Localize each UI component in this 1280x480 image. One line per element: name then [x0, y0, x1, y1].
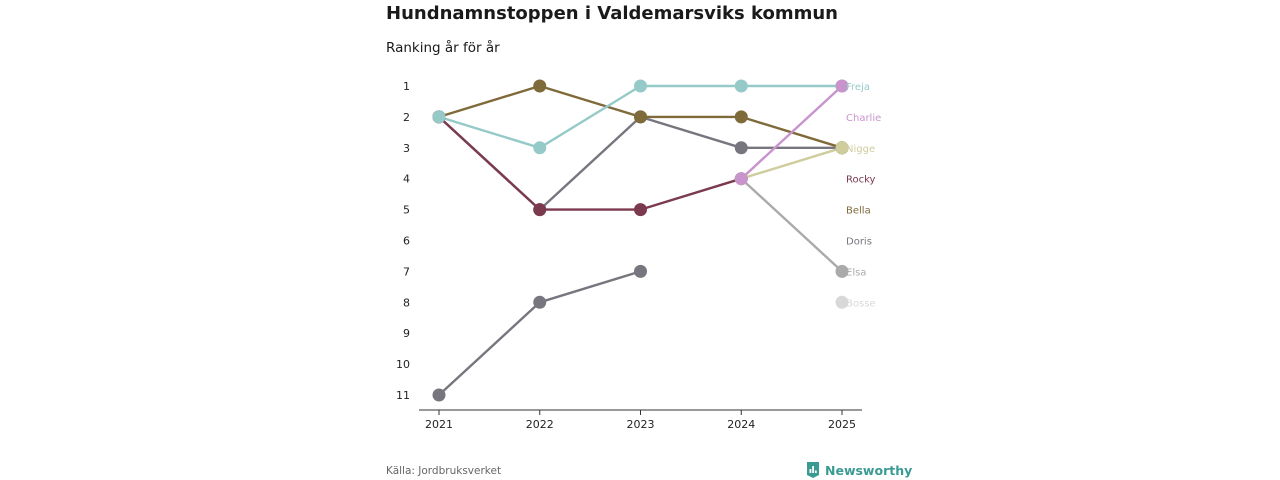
- point-freja-2023: [634, 79, 647, 93]
- brand-logo[interactable]: Newsworthy: [806, 461, 912, 479]
- point-elsa-2025: [835, 264, 849, 278]
- point-nigge-2025: [835, 141, 849, 155]
- point-bella-2022: [533, 79, 547, 93]
- y-tick-label-11: 11: [396, 389, 410, 402]
- y-tick-label-7: 7: [403, 265, 410, 278]
- point-rocky-2022: [533, 203, 547, 217]
- y-tick-label-9: 9: [403, 327, 410, 340]
- series-lines: [437, 84, 844, 397]
- series-line-rocky: [437, 115, 743, 211]
- y-tick-label-4: 4: [403, 173, 410, 186]
- point-ludde-2021: [432, 388, 446, 402]
- point-freja-2021: [432, 110, 446, 124]
- series-line-ludde: [437, 270, 642, 397]
- point-rocky-2023: [634, 203, 647, 217]
- series-line-nigge: [740, 146, 844, 180]
- series-points: [432, 79, 849, 402]
- end-label-doris: Doris: [846, 237, 872, 248]
- x-tick-label-2025: 2025: [828, 418, 856, 431]
- x-tick-label-2021: 2021: [425, 418, 453, 431]
- chart-title: Hundnamnstoppen i Valdemarsviks kommun: [386, 3, 838, 24]
- end-labels: Freja Charlie Nigge Rocky Bella Doris Elsa Boss…: [846, 82, 881, 309]
- end-label-elsa: Elsa: [846, 267, 866, 278]
- point-bella-2024: [734, 110, 748, 124]
- point-ludde-2022: [533, 295, 547, 309]
- point-bosse-2025: [835, 295, 849, 309]
- x-tick-label-2023: 2023: [627, 418, 655, 431]
- newsworthy-icon: [807, 462, 819, 478]
- y-tick-label-2: 2: [403, 111, 410, 124]
- series-line-elsa: [740, 177, 844, 273]
- point-doris-2024: [734, 141, 748, 155]
- x-tick-label-2022: 2022: [526, 418, 554, 431]
- y-tick-label-8: 8: [403, 296, 410, 309]
- point-bella-2023: [634, 110, 647, 124]
- y-tick-label-3: 3: [403, 142, 410, 155]
- point-freja-2024: [734, 79, 748, 93]
- end-label-freja: Freja: [846, 82, 870, 93]
- point-charlie-2025: [835, 79, 849, 93]
- end-label-charlie: Charlie: [846, 113, 881, 124]
- source-note: Källa: Jordbruksverket: [386, 465, 502, 477]
- y-tick-label-1: 1: [403, 80, 410, 93]
- x-tick-label-2024: 2024: [727, 418, 755, 431]
- brand-name: Newsworthy: [825, 462, 913, 478]
- end-label-bosse: Bosse: [846, 298, 876, 309]
- end-label-bella: Bella: [846, 206, 871, 217]
- y-tick-label-6: 6: [403, 235, 410, 248]
- series-line-charlie: [740, 84, 844, 180]
- chart-subtitle: Ranking år för år: [386, 40, 500, 56]
- series-line-doris: [437, 115, 844, 211]
- point-ludde-2023: [634, 264, 647, 278]
- y-tick-label-10: 10: [396, 358, 410, 371]
- point-charlie-2024: [734, 172, 748, 186]
- point-freja-2022: [533, 141, 547, 155]
- end-label-rocky: Rocky: [846, 175, 876, 186]
- y-tick-label-5: 5: [403, 204, 410, 217]
- end-label-nigge: Nigge: [846, 144, 875, 155]
